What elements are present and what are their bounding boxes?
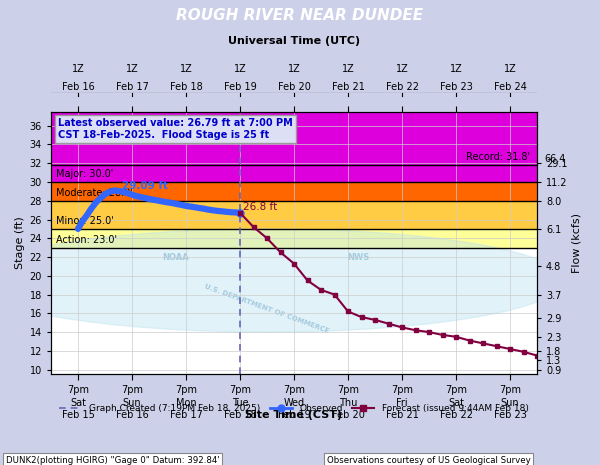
Text: Feb 18: Feb 18 [224, 411, 256, 420]
Text: Observations courtesy of US Geological Survey: Observations courtesy of US Geological S… [327, 456, 531, 465]
Text: Sun: Sun [500, 398, 520, 407]
Text: 7pm: 7pm [175, 385, 197, 395]
Text: Feb 16: Feb 16 [62, 82, 94, 92]
Text: Mon: Mon [176, 398, 196, 407]
Bar [51, 201, 537, 229]
Text: Feb 17: Feb 17 [170, 411, 202, 420]
Text: Feb 17: Feb 17 [116, 82, 148, 92]
Text: 1Z: 1Z [233, 64, 247, 74]
Text: Major: 30.0': Major: 30.0' [56, 169, 113, 179]
Bar [51, 112, 537, 182]
Text: ROUGH RIVER NEAR DUNDEE: ROUGH RIVER NEAR DUNDEE [176, 7, 424, 23]
Text: Feb 24: Feb 24 [494, 82, 526, 92]
Y-axis label: Stage (ft): Stage (ft) [16, 217, 25, 269]
Text: 7pm: 7pm [337, 385, 359, 395]
Text: NOAA: NOAA [162, 252, 188, 261]
Text: Latest observed value: 26.79 ft at 7:00 PM
CST 18-Feb-2025.  Flood Stage is 25 f: Latest observed value: 26.79 ft at 7:00 … [58, 118, 293, 140]
Text: Feb 16: Feb 16 [116, 411, 148, 420]
Text: 1Z: 1Z [179, 64, 193, 74]
Text: Feb 21: Feb 21 [386, 411, 418, 420]
Text: NWS: NWS [347, 252, 370, 261]
Text: 1Z: 1Z [449, 64, 463, 74]
Text: Wed: Wed [283, 398, 305, 407]
Text: Feb 22: Feb 22 [386, 82, 419, 92]
Y-axis label: Flow (kcfs): Flow (kcfs) [572, 213, 581, 273]
Text: 7pm: 7pm [229, 385, 251, 395]
Text: Feb 23: Feb 23 [494, 411, 526, 420]
Text: 7pm: 7pm [67, 385, 89, 395]
Text: 29.09 ft: 29.09 ft [122, 180, 168, 191]
Text: Record: 31.8': Record: 31.8' [466, 152, 530, 162]
Text: Sat: Sat [70, 398, 86, 407]
Text: Universal Time (UTC): Universal Time (UTC) [228, 35, 360, 46]
Text: Site Time (CST): Site Time (CST) [245, 410, 343, 420]
Text: 1Z: 1Z [341, 64, 355, 74]
Text: 7pm: 7pm [391, 385, 413, 395]
Text: Feb 23: Feb 23 [440, 82, 472, 92]
Bar [51, 182, 537, 201]
Text: Feb 21: Feb 21 [332, 82, 364, 92]
Text: 7pm: 7pm [499, 385, 521, 395]
Bar [51, 248, 537, 374]
Text: Feb 19: Feb 19 [224, 82, 256, 92]
Text: Action: 23.0': Action: 23.0' [56, 235, 117, 245]
Text: Feb 19: Feb 19 [278, 411, 310, 420]
Text: 1Z: 1Z [71, 64, 85, 74]
Text: Feb 15: Feb 15 [62, 411, 94, 420]
Text: Fri: Fri [396, 398, 408, 407]
Text: Minor: 25.0': Minor: 25.0' [56, 216, 113, 226]
Text: 7pm: 7pm [121, 385, 143, 395]
Text: 1Z: 1Z [503, 64, 517, 74]
Text: Feb 18: Feb 18 [170, 82, 202, 92]
Text: 1Z: 1Z [125, 64, 139, 74]
Circle shape [0, 229, 564, 332]
Text: Feb 20: Feb 20 [332, 411, 364, 420]
Text: Tue: Tue [232, 398, 248, 407]
Text: 1Z: 1Z [287, 64, 301, 74]
Text: 1Z: 1Z [395, 64, 409, 74]
Text: 7pm: 7pm [445, 385, 467, 395]
Text: Thu: Thu [339, 398, 357, 407]
Text: Feb 20: Feb 20 [278, 82, 310, 92]
Bar [51, 229, 537, 248]
Text: DUNK2(plotting HGIRG) "Gage 0" Datum: 392.84': DUNK2(plotting HGIRG) "Gage 0" Datum: 39… [6, 456, 220, 465]
Text: Moderate: 28.0': Moderate: 28.0' [56, 188, 133, 198]
Text: Sat: Sat [448, 398, 464, 407]
Text: Feb 22: Feb 22 [439, 411, 473, 420]
Text: 66.4: 66.4 [544, 153, 565, 164]
Text: Sun: Sun [122, 398, 142, 407]
Text: 26.8 ft: 26.8 ft [242, 202, 277, 212]
Text: U.S. DEPARTMENT OF COMMERCE: U.S. DEPARTMENT OF COMMERCE [204, 283, 330, 334]
Text: 7pm: 7pm [283, 385, 305, 395]
Legend: Graph Created (7:19PM Feb 18, 2025), Observed, Forecast (issued 9:44AM Feb 18): Graph Created (7:19PM Feb 18, 2025), Obs… [56, 400, 532, 417]
